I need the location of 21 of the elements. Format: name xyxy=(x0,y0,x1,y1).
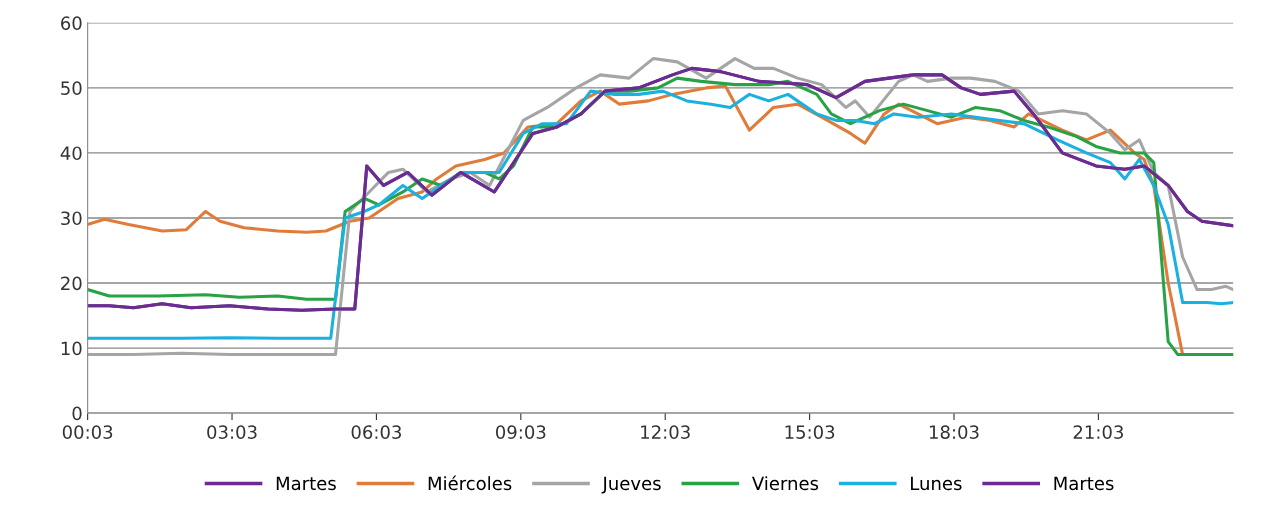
y-tick-label: 50 xyxy=(61,81,82,95)
y-tick-label: 30 xyxy=(61,211,82,226)
y-tick-label: 0 xyxy=(72,406,82,421)
legend-label: Viernes xyxy=(752,476,819,491)
x-tick-label: 06:03 xyxy=(351,425,401,439)
legend-label: Martes xyxy=(1054,476,1114,491)
x-tick-label: 09:03 xyxy=(495,425,546,439)
y-tick-label: 20 xyxy=(61,276,82,291)
x-tick-label: 15:03 xyxy=(785,425,835,439)
x-tick-label: 00:03 xyxy=(62,425,113,439)
y-tick-label: 60 xyxy=(61,16,82,30)
y-tick-label: 10 xyxy=(61,341,82,356)
legend-label: Martes xyxy=(276,476,336,491)
x-tick-label: 21:03 xyxy=(1073,425,1123,439)
legend-label: Lunes xyxy=(911,476,962,491)
legend-label: Jueves xyxy=(601,476,661,494)
x-tick-label: 12:03 xyxy=(641,425,690,439)
x-tick-label: 18:03 xyxy=(929,425,979,439)
legend-label: Miércoles xyxy=(428,475,512,491)
y-tick-label: 40 xyxy=(60,146,82,161)
x-tick-label: 03:03 xyxy=(207,425,257,439)
